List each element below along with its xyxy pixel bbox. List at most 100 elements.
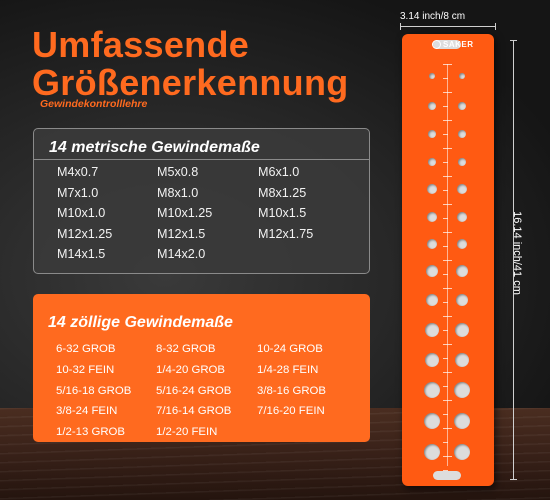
inch-thread-panel: 14 zöllige Gewindemaße 6-32 GROB 8-32 GRO… [33, 294, 370, 442]
thread-hole [424, 413, 440, 429]
thread-hole [454, 382, 470, 398]
thread-hole [425, 353, 439, 367]
thread-hole [425, 323, 439, 337]
thread-hole [455, 353, 469, 367]
inch-thread-size: 8-32 GROB [156, 343, 216, 355]
ruler-tick [443, 470, 448, 471]
thread-hole [427, 184, 437, 194]
inch-thread-size: 10-24 GROB [257, 343, 323, 355]
ruler-center-line [447, 64, 448, 466]
ruler-tick [443, 344, 452, 345]
metric-thread-size: M12x1.25 [57, 226, 113, 241]
ruler-tick [443, 302, 448, 303]
ruler-tick [443, 218, 448, 219]
inch-thread-size: 1/4-28 FEIN [257, 363, 319, 376]
thread-hole [457, 212, 467, 222]
ruler-tick [443, 288, 452, 289]
metric-thread-size: M8x1.25 [258, 185, 307, 200]
metric-thread-size: M8x1.0 [157, 185, 199, 200]
ruler-tick [443, 246, 448, 247]
ruler-tick [443, 316, 452, 317]
thread-hole [427, 212, 437, 222]
inch-thread-size: 1/2-13 GROB [56, 426, 126, 439]
thread-hole [455, 323, 469, 337]
headline-line-1: Umfassende [32, 24, 250, 65]
metric-thread-size: M5x0.8 [157, 165, 199, 179]
ruler-tick [443, 330, 448, 331]
width-dimension-label: 3.14 inch/8 cm [400, 11, 466, 22]
thread-hole [457, 184, 467, 194]
thread-hole [424, 382, 440, 398]
ruler-tick [443, 78, 448, 79]
ruler-tick [443, 372, 452, 373]
metric-panel-title: 14 metrische Gewindemaße [49, 139, 260, 156]
thread-hole [424, 444, 440, 460]
length-dimension-line [510, 40, 517, 480]
thread-hole [459, 73, 465, 79]
thread-hole [428, 158, 436, 166]
ruler-tick [443, 428, 452, 429]
ruler-tick [443, 64, 452, 65]
thread-hole [426, 265, 438, 277]
width-dimension-line [400, 23, 496, 30]
ruler-tick [443, 106, 448, 107]
metric-thread-panel: 14 metrische Gewindemaße M4x0.7 M5x0.8 M6x… [33, 128, 370, 274]
ruler-tick [443, 442, 448, 443]
inch-thread-size: 1/2-20 FEIN [156, 426, 218, 439]
inch-thread-size: 5/16-24 GROB [156, 384, 232, 397]
ruler-tick [443, 204, 452, 205]
inch-thread-size: 7/16-14 GROB [156, 405, 232, 418]
thread-hole [457, 239, 467, 249]
inch-thread-size: 3/8-24 FEIN [56, 405, 118, 418]
hanging-slot-top [433, 40, 461, 49]
thread-hole [456, 294, 468, 306]
ruler-tick [443, 274, 448, 275]
metric-thread-size: M14x2.0 [157, 247, 206, 262]
headline: Umfassende Größenerkennung [32, 26, 349, 102]
ruler-tick [443, 148, 452, 149]
ruler-tick [443, 92, 452, 93]
subtitle: Gewindekontrolllehre [40, 98, 148, 110]
thread-hole [426, 294, 438, 306]
metric-thread-size: M14x1.5 [57, 247, 106, 262]
inch-thread-size: 5/16-18 GROB [56, 384, 132, 397]
inch-thread-list: 6-32 GROB 8-32 GROB 10-24 GROB 10-32 FEIN 1/… [56, 339, 364, 443]
brand-logo: SAKER [432, 40, 474, 49]
metric-thread-size: M10x1.0 [57, 206, 106, 221]
brand-icon [432, 40, 441, 49]
thread-hole [454, 444, 470, 460]
ruler-tick [443, 232, 452, 233]
inch-thread-size: 7/16-20 FEIN [257, 405, 325, 418]
ruler-tick [443, 400, 452, 401]
ruler-tick [443, 456, 452, 457]
thread-hole [428, 102, 436, 110]
inch-thread-size: 10-32 FEIN [56, 363, 115, 376]
ruler-tick [443, 134, 448, 135]
thread-hole [458, 102, 466, 110]
metric-thread-size: M10x1.5 [258, 206, 307, 221]
metric-thread-size: M4x0.7 [57, 165, 99, 179]
metric-thread-size: M12x1.5 [157, 226, 206, 241]
ruler-tick [443, 190, 448, 191]
ruler-tick [443, 176, 452, 177]
inch-thread-size: 6-32 GROB [56, 343, 116, 355]
ruler-tick [443, 414, 448, 415]
headline-line-2: Größenerkennung [32, 62, 349, 103]
inch-thread-size: 3/8-16 GROB [257, 384, 327, 397]
thread-hole [458, 130, 466, 138]
thread-hole [429, 73, 435, 79]
thread-gauge-ruler: SAKER [402, 34, 494, 486]
ruler-tick [443, 386, 448, 387]
ruler-tick [443, 358, 448, 359]
ruler-tick [443, 162, 448, 163]
thread-hole [427, 239, 437, 249]
thread-hole [456, 265, 468, 277]
metric-thread-size: M6x1.0 [258, 165, 300, 179]
brand-name: SAKER [443, 40, 474, 49]
metric-thread-list: M4x0.7 M5x0.8 M6x1.0 M7x1.0 M8x1.0 M8x1.25 M10… [57, 162, 363, 265]
thread-hole [454, 413, 470, 429]
length-dimension-label: 16.14 inch/41 cm [511, 211, 523, 295]
metric-thread-size: M12x1.75 [258, 226, 314, 241]
inch-panel-title: 14 zöllige Gewindemaße [48, 314, 233, 331]
ruler-tick [443, 120, 452, 121]
